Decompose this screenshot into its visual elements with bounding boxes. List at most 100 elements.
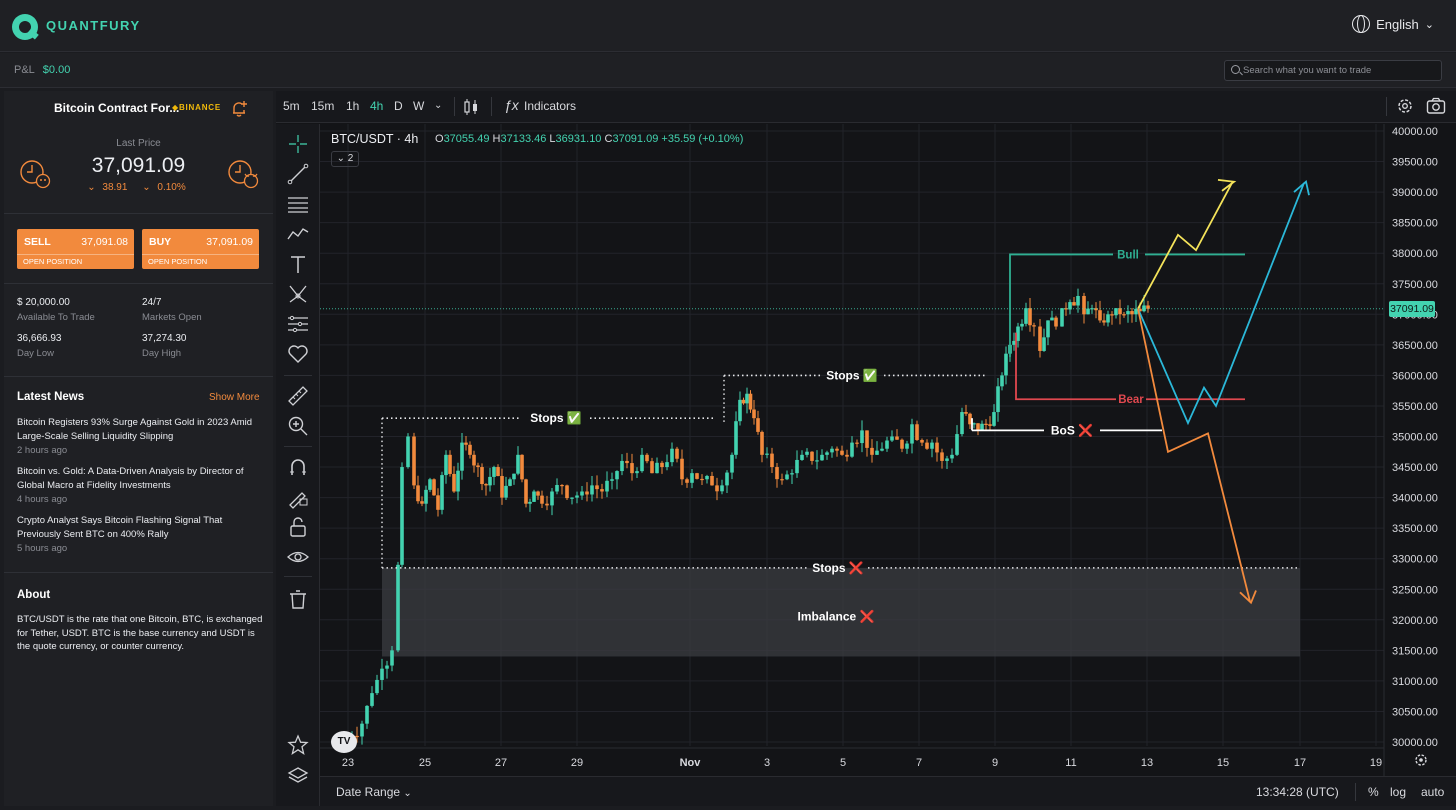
news-time: 4 hours ago <box>17 494 68 505</box>
stops-label-2: Stops ✅ <box>826 368 878 382</box>
candle-body <box>444 454 448 476</box>
crosshair-icon[interactable] <box>286 132 310 156</box>
utc-time: 13:34:28 (UTC) <box>1256 785 1339 799</box>
price-axis-bg <box>1384 124 1456 776</box>
horizontal-lines-icon[interactable] <box>286 192 310 216</box>
buy-button[interactable]: BUY 37,091.09 OPEN POSITION <box>142 229 259 269</box>
node-pattern-icon[interactable] <box>286 282 310 306</box>
logo-text[interactable]: QUANTFURY <box>46 18 141 33</box>
trash-icon[interactable] <box>286 587 310 611</box>
long-alert-bull-icon[interactable] <box>227 159 261 189</box>
ruler-icon[interactable] <box>286 384 310 408</box>
auto-scale-toggle[interactable]: auto <box>1421 785 1445 799</box>
time-tick-label: 25 <box>419 757 431 769</box>
date-range-button[interactable]: Date Range ⌄ <box>336 785 412 799</box>
price-tick-label: 32000.00 <box>1392 615 1438 627</box>
zoom-in-icon[interactable] <box>286 414 310 438</box>
search-input[interactable] <box>1243 63 1438 78</box>
tradingview-logo-icon[interactable]: TV <box>331 731 357 753</box>
candle-body <box>996 386 1000 413</box>
price-tick-label: 33500.00 <box>1392 523 1438 535</box>
candle-body <box>1130 311 1134 315</box>
timeframe-1h[interactable]: 1h <box>346 99 360 113</box>
candle-body <box>460 442 464 471</box>
candle-body <box>765 453 769 455</box>
price-tick-label: 30500.00 <box>1392 706 1438 718</box>
magnet-icon[interactable] <box>286 455 310 479</box>
language-selector[interactable]: English ⌄ <box>1352 15 1434 33</box>
show-more-link[interactable]: Show More <box>209 392 260 403</box>
candle-body <box>1118 308 1122 315</box>
news-item[interactable]: Bitcoin Registers 93% Surge Against Gold… <box>17 416 262 456</box>
candle-body <box>980 423 984 431</box>
ohlc-open-label: O <box>435 133 444 145</box>
add-alert-bell-icon[interactable] <box>230 100 248 118</box>
timeframe-15m[interactable]: 15m <box>311 99 335 113</box>
globe-icon <box>1352 15 1371 33</box>
stat-day-low: 36,666.93 Day Low <box>17 333 62 359</box>
candle-body <box>540 495 544 504</box>
layers-icon[interactable] <box>286 764 310 788</box>
candle-body <box>741 399 746 404</box>
price-chart[interactable]: Stops ✅ Stops ✅ Stops ❌ Imbalance ❌ BoS ❌ Bul… <box>320 124 1456 776</box>
candle-body <box>705 475 709 480</box>
eye-icon[interactable] <box>286 545 310 569</box>
candle-body <box>1094 308 1098 311</box>
axis-settings-gear-icon[interactable] <box>1413 752 1429 768</box>
timeframe-more-chevron-icon[interactable]: ⌄ <box>434 100 443 111</box>
trend-line-icon[interactable] <box>286 162 310 186</box>
candle-body <box>440 475 444 510</box>
candle-body <box>1012 340 1016 345</box>
candle-body <box>984 423 988 425</box>
stat-available: $ 20,000.00 Available To Trade <box>17 297 95 323</box>
candle-body <box>400 467 404 565</box>
candle-body <box>1032 325 1036 327</box>
timeframe-4h[interactable]: 4h <box>370 99 384 113</box>
unlock-icon[interactable] <box>286 515 310 539</box>
candle-body <box>756 418 760 432</box>
timeframe-w[interactable]: W <box>413 99 425 113</box>
news-item[interactable]: Bitcoin vs. Gold: A Data-Driven Analysis… <box>17 465 262 505</box>
search-box[interactable] <box>1224 60 1442 81</box>
search-icon <box>1231 65 1240 74</box>
candle-body <box>355 735 359 738</box>
collapse-indicators-button[interactable]: ⌄ 2 <box>331 151 359 167</box>
pnl-value: $0.00 <box>42 64 71 76</box>
settings-gear-icon[interactable] <box>1396 97 1414 115</box>
price-change: ⌄ 38.91 ⌄ 0.10% <box>4 182 273 193</box>
candle-body <box>488 476 492 486</box>
candle-body <box>1004 353 1008 376</box>
camera-snapshot-icon[interactable] <box>1426 97 1446 115</box>
candle-type-icon[interactable] <box>463 98 479 116</box>
indicators-fx-icon[interactable]: ƒx <box>504 97 519 113</box>
pnl-label: P&L <box>14 64 35 76</box>
symbol-title[interactable]: BTC/USDT · 4h <box>331 132 419 146</box>
time-tick-label: 13 <box>1141 757 1153 769</box>
timeframe-5m[interactable]: 5m <box>283 99 300 113</box>
heart-icon[interactable] <box>286 342 310 366</box>
candle-body <box>1060 308 1064 327</box>
lock-drawing-icon[interactable] <box>286 485 310 509</box>
indicators-button[interactable]: Indicators <box>524 99 577 113</box>
candle-body <box>780 479 784 481</box>
candle-body <box>665 462 669 468</box>
candle-body <box>385 665 389 669</box>
favorite-star-icon[interactable] <box>286 733 310 757</box>
percent-scale-toggle[interactable]: % <box>1368 785 1379 799</box>
pattern-icon[interactable] <box>286 222 310 246</box>
fib-tool-icon[interactable] <box>286 312 310 336</box>
candle-body <box>1000 375 1004 387</box>
quantfury-logo-icon[interactable] <box>12 14 38 40</box>
log-scale-toggle[interactable]: log <box>1390 785 1407 799</box>
candle-body <box>900 439 904 449</box>
orange-projection-arrow <box>1137 308 1251 602</box>
candle-body <box>748 393 753 410</box>
sell-button[interactable]: SELL 37,091.08 OPEN POSITION <box>17 229 134 269</box>
chart-annotations: Stops ✅ Stops ✅ Stops ❌ Imbalance ❌ BoS ❌ Bul… <box>320 178 1384 624</box>
short-alert-bear-icon[interactable] <box>19 159 53 189</box>
stops-label-3: Stops ❌ <box>812 561 864 575</box>
news-item[interactable]: Crypto Analyst Says Bitcoin Flashing Sig… <box>17 514 262 554</box>
text-tool-icon[interactable] <box>286 252 310 276</box>
timeframe-d[interactable]: D <box>394 99 403 113</box>
candle-body <box>1114 308 1118 316</box>
